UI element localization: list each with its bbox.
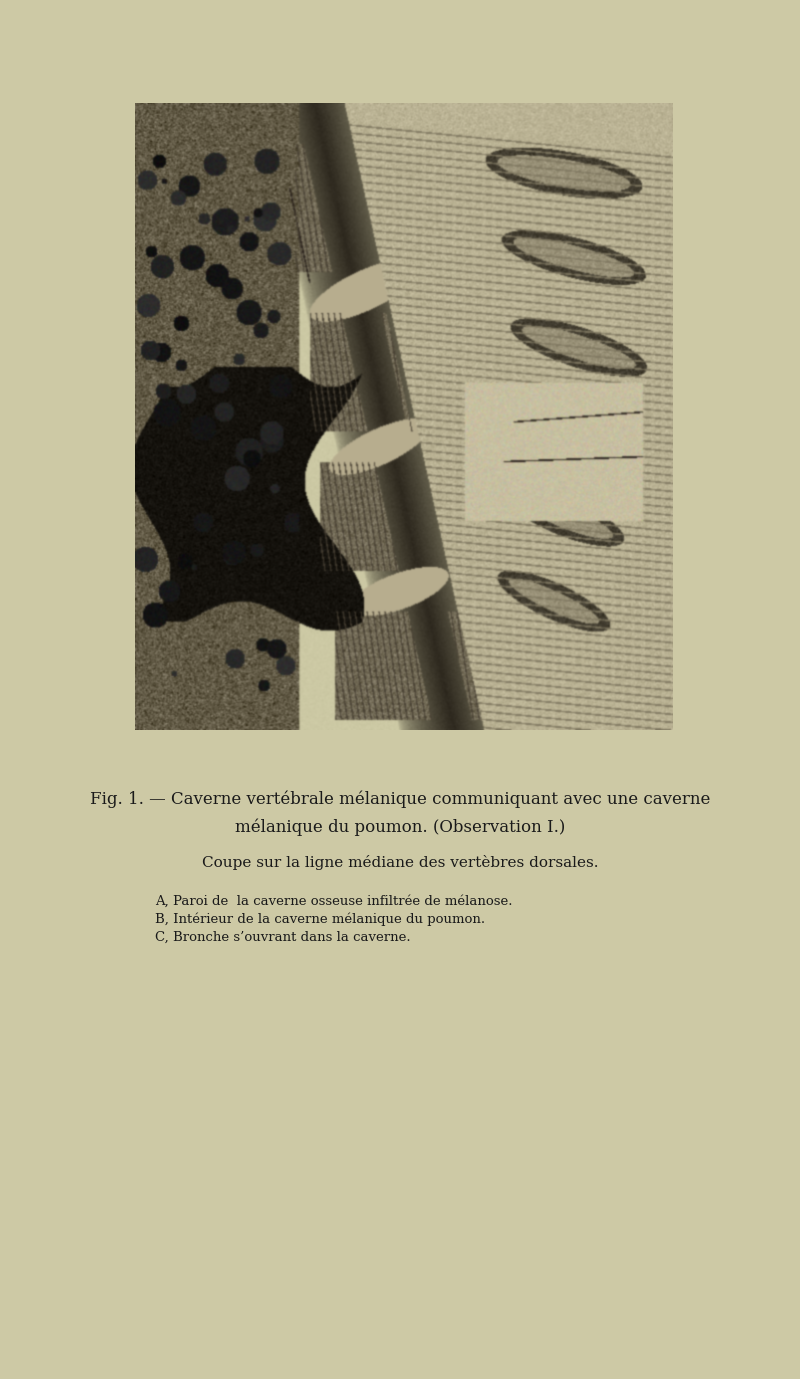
Text: C: C [165,161,176,175]
Text: B, Intérieur de la caverne mélanique du poumon.: B, Intérieur de la caverne mélanique du … [155,913,485,927]
Text: Fig. 1. — Caverne vertébrale mélanique communiquant avec une caverne: Fig. 1. — Caverne vertébrale mélanique c… [90,790,710,808]
Text: mélanique du poumon. (Observation I.): mélanique du poumon. (Observation I.) [235,818,565,836]
Text: A: A [645,452,655,467]
Text: BLANADET: BLANADET [230,718,291,728]
Text: Coupe sur la ligne médiane des vertèbres dorsales.: Coupe sur la ligne médiane des vertèbres… [202,855,598,870]
Text: C, Bronche s’ouvrant dans la caverne.: C, Bronche s’ouvrant dans la caverne. [155,931,410,945]
Text: A, Paroi de  la caverne osseuse infiltrée de mélanose.: A, Paroi de la caverne osseuse infiltrée… [155,895,513,907]
Text: B: B [660,423,670,437]
